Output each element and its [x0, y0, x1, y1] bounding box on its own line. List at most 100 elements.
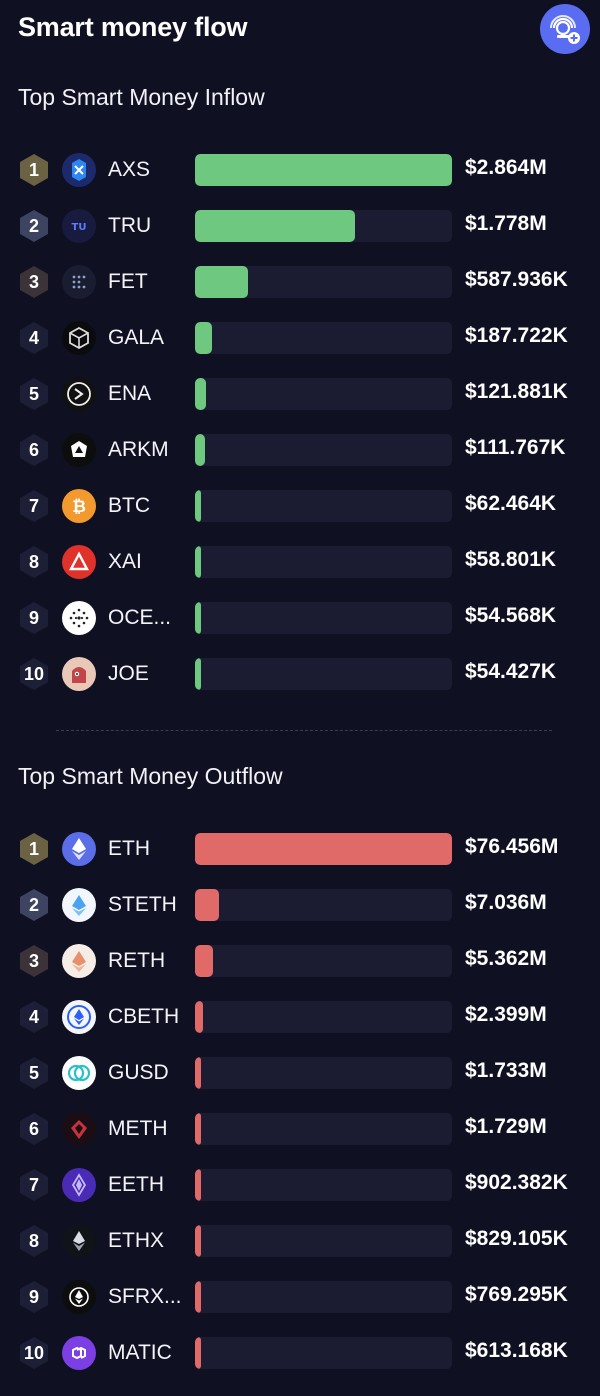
rank-badge: 8 — [18, 545, 50, 579]
flow-value: $1.729M — [465, 1115, 547, 1138]
inflow-row[interactable]: 4 GALA $187.722K — [0, 318, 600, 358]
outflow-row[interactable]: 1 ETH $76.456M — [0, 829, 600, 869]
token-symbol: JOE — [108, 662, 149, 685]
token-symbol: MATIC — [108, 1341, 172, 1364]
flow-value: $769.295K — [465, 1283, 568, 1306]
outflow-row[interactable]: 8 ETHX $829.105K — [0, 1221, 600, 1261]
flow-bar-track — [195, 154, 452, 186]
token-symbol: EETH — [108, 1173, 165, 1196]
rank-badge: 9 — [18, 601, 50, 635]
rank-badge: 3 — [18, 265, 50, 299]
outflow-row[interactable]: 6 METH $1.729M — [0, 1109, 600, 1149]
rank-badge: 3 — [18, 944, 50, 978]
rank-badge: 8 — [18, 1224, 50, 1258]
inflow-row[interactable]: 8 XAI $58.801K — [0, 542, 600, 582]
rank-badge: 7 — [18, 489, 50, 523]
token-symbol: GUSD — [108, 1061, 169, 1084]
rank-badge: 2 — [18, 888, 50, 922]
section-divider — [56, 730, 552, 731]
flow-value: $587.936K — [465, 268, 568, 291]
outflow-row[interactable]: 5 GUSD $1.733M — [0, 1053, 600, 1093]
flow-value: $54.568K — [465, 604, 557, 627]
flow-bar-fill — [195, 490, 201, 522]
rank-number: 6 — [28, 439, 39, 460]
rank-number: 9 — [28, 1286, 39, 1307]
inflow-row[interactable]: 10 JOE $54.427K — [0, 654, 600, 694]
fet-icon — [62, 265, 96, 299]
flow-bar-fill — [195, 378, 206, 410]
tru-icon: TU — [62, 209, 96, 243]
inflow-row[interactable]: 5 ENA $121.881K — [0, 374, 600, 414]
outflow-row[interactable]: 2 STETH $7.036M — [0, 885, 600, 925]
rank-number: 8 — [28, 1230, 39, 1251]
rank-number: 1 — [28, 838, 39, 859]
rank-number: 2 — [28, 215, 39, 236]
flow-bar-track — [195, 1281, 452, 1313]
rank-number: 10 — [23, 663, 45, 684]
outflow-row[interactable]: 3 RETH $5.362M — [0, 941, 600, 981]
rank-badge: 1 — [18, 153, 50, 187]
outflow-row[interactable]: 10 MATIC $613.168K — [0, 1333, 600, 1373]
rank-number: 4 — [28, 1006, 39, 1027]
rank-number: 9 — [28, 607, 39, 628]
flow-value: $187.722K — [465, 324, 568, 347]
rank-badge: 6 — [18, 433, 50, 467]
rank-number: 7 — [28, 1174, 39, 1195]
token-symbol: GALA — [108, 326, 165, 349]
flow-value: $54.427K — [465, 660, 557, 683]
inflow-row[interactable]: 3 FET $587.936K — [0, 262, 600, 302]
inflow-row[interactable]: 9 OCE... $54.568K — [0, 598, 600, 638]
flow-bar-track — [195, 1169, 452, 1201]
rank-number: 8 — [28, 551, 39, 572]
meth-icon — [62, 1112, 96, 1146]
rank-number: 4 — [28, 327, 39, 348]
token-symbol: CBETH — [108, 1005, 180, 1028]
token-symbol: FET — [108, 270, 148, 293]
flow-value: $121.881K — [465, 380, 568, 403]
flow-bar-fill — [195, 945, 213, 977]
token-symbol: OCE... — [108, 606, 172, 629]
rank-number: 10 — [23, 1342, 45, 1363]
flow-bar-track — [195, 1113, 452, 1145]
sfrxeth-icon — [62, 1280, 96, 1314]
add-watch-button[interactable] — [540, 4, 590, 54]
token-symbol: AXS — [108, 158, 151, 181]
flow-bar-fill — [195, 546, 201, 578]
outflow-row[interactable]: 7 EETH $902.382K — [0, 1165, 600, 1205]
flow-bar-track — [195, 1001, 452, 1033]
inflow-row[interactable]: 7 ₿ BTC $62.464K — [0, 486, 600, 526]
reth-icon — [62, 944, 96, 978]
flow-bar-fill — [195, 1057, 201, 1089]
flow-value: $1.778M — [465, 212, 547, 235]
flow-bar-track — [195, 266, 452, 298]
outflow-row[interactable]: 9 SFRX... $769.295K — [0, 1277, 600, 1317]
flow-bar-track — [195, 546, 452, 578]
inflow-row[interactable]: 1 AXS $2.864M — [0, 150, 600, 190]
matic-icon — [62, 1336, 96, 1370]
rank-badge: 5 — [18, 377, 50, 411]
rank-number: 2 — [28, 894, 39, 915]
token-symbol: ETH — [108, 837, 150, 860]
rank-number: 1 — [28, 159, 39, 180]
flow-bar-track — [195, 1337, 452, 1369]
token-symbol: ARKM — [108, 438, 169, 461]
rank-number: 5 — [28, 1062, 39, 1083]
flow-value: $58.801K — [465, 548, 557, 571]
rank-number: 5 — [28, 383, 39, 404]
axs-icon — [62, 153, 96, 187]
token-symbol: TRU — [108, 214, 152, 237]
inflow-row[interactable]: 6 ARKM $111.767K — [0, 430, 600, 470]
gala-icon — [62, 321, 96, 355]
svg-text:₿: ₿ — [72, 497, 86, 517]
rank-badge: 6 — [18, 1112, 50, 1146]
steth-icon — [62, 888, 96, 922]
token-symbol: RETH — [108, 949, 166, 972]
rank-number: 7 — [28, 495, 39, 516]
rank-number: 6 — [28, 1118, 39, 1139]
rank-badge: 7 — [18, 1168, 50, 1202]
rank-badge: 10 — [18, 657, 50, 691]
flow-bar-fill — [195, 210, 355, 242]
flow-bar-fill — [195, 889, 219, 921]
inflow-row[interactable]: 2 TU TRU $1.778M — [0, 206, 600, 246]
outflow-row[interactable]: 4 CBETH $2.399M — [0, 997, 600, 1037]
